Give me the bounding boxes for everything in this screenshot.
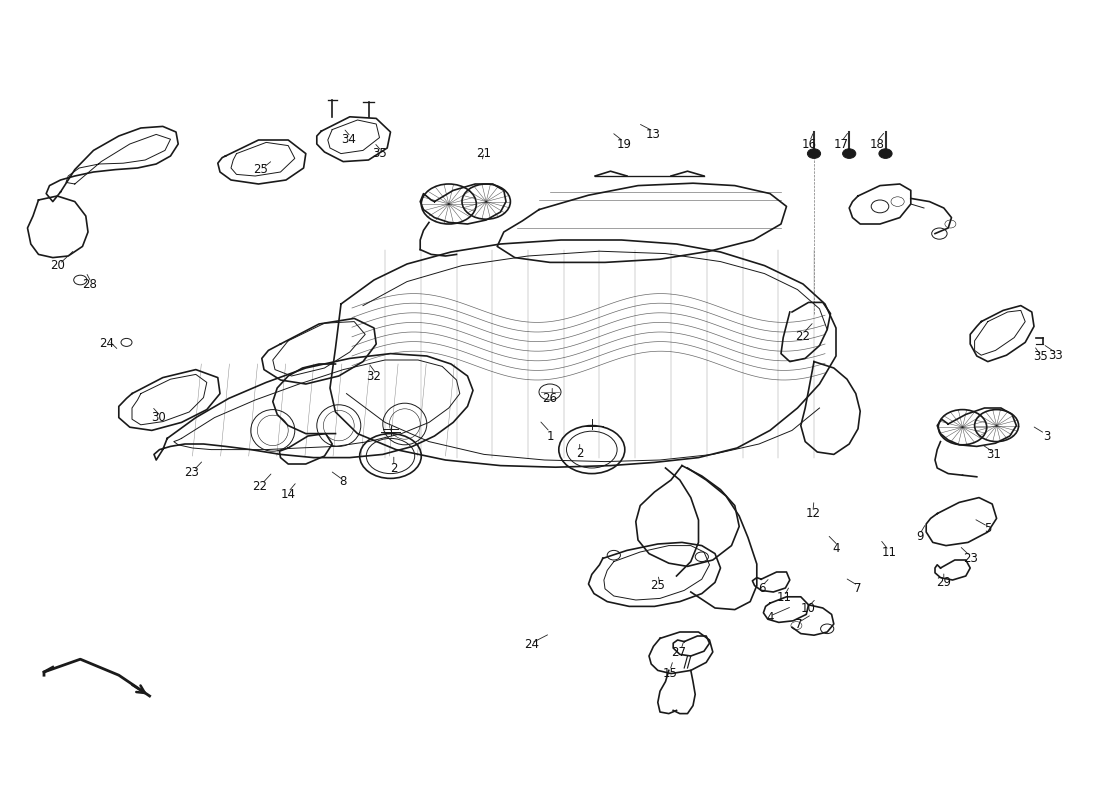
Text: 25: 25 <box>253 163 268 176</box>
Text: 18: 18 <box>869 138 884 150</box>
Text: 28: 28 <box>81 278 97 291</box>
Text: 22: 22 <box>795 330 811 342</box>
Text: 33: 33 <box>1048 349 1064 362</box>
Circle shape <box>807 149 821 158</box>
Text: 11: 11 <box>881 546 896 558</box>
Text: 26: 26 <box>542 392 558 405</box>
Text: 27: 27 <box>671 646 686 658</box>
Text: 14: 14 <box>280 488 296 501</box>
Text: 4: 4 <box>767 611 773 624</box>
Text: 30: 30 <box>151 411 166 424</box>
Text: 21: 21 <box>476 147 492 160</box>
Text: 1: 1 <box>547 430 553 442</box>
Circle shape <box>843 149 856 158</box>
Text: 2: 2 <box>576 447 583 460</box>
Text: 12: 12 <box>805 507 821 520</box>
Circle shape <box>879 149 892 158</box>
Text: 32: 32 <box>366 370 382 382</box>
Text: 19: 19 <box>616 138 631 150</box>
Text: 22: 22 <box>252 480 267 493</box>
Text: 13: 13 <box>646 128 661 141</box>
Text: 34: 34 <box>341 133 356 146</box>
Text: 15: 15 <box>662 667 678 680</box>
Text: 16: 16 <box>802 138 817 150</box>
Text: 23: 23 <box>184 466 199 478</box>
Text: 7: 7 <box>855 582 861 594</box>
Text: 10: 10 <box>801 602 816 614</box>
Text: 11: 11 <box>777 591 792 604</box>
Text: 24: 24 <box>99 337 114 350</box>
Text: 6: 6 <box>759 582 766 594</box>
Text: 2: 2 <box>390 462 397 474</box>
Text: 20: 20 <box>50 259 65 272</box>
Text: 35: 35 <box>1033 350 1048 363</box>
Text: 29: 29 <box>936 576 952 589</box>
Text: 4: 4 <box>833 542 839 554</box>
Text: 17: 17 <box>834 138 849 150</box>
Text: 7: 7 <box>795 618 802 630</box>
Text: 23: 23 <box>962 552 978 565</box>
Text: 5: 5 <box>984 522 991 534</box>
Text: 31: 31 <box>986 448 1001 461</box>
Text: 3: 3 <box>1044 430 1050 442</box>
Text: 8: 8 <box>340 475 346 488</box>
Text: 24: 24 <box>524 638 539 651</box>
Text: 9: 9 <box>916 530 923 542</box>
Text: 25: 25 <box>650 579 666 592</box>
Text: 35: 35 <box>372 147 387 160</box>
